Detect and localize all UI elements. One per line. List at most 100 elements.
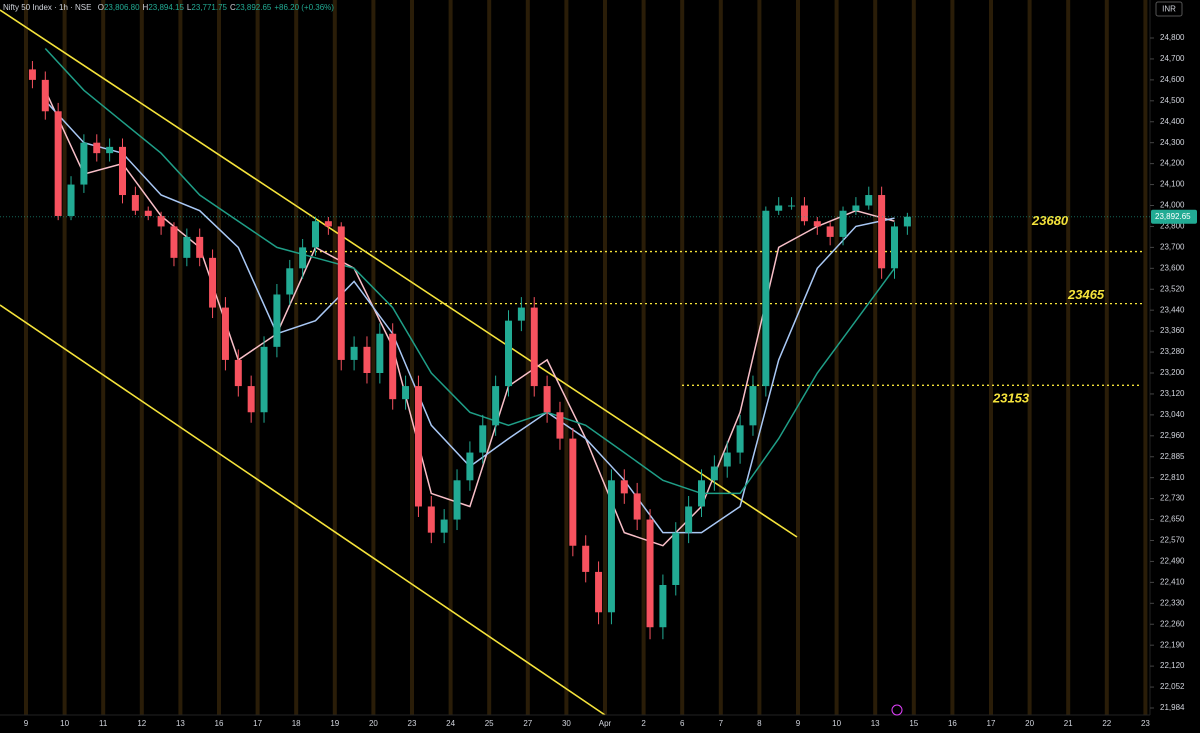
x-tick-label: Apr: [599, 719, 612, 728]
y-tick-label: 23,700: [1160, 242, 1185, 251]
y-tick-label: 24,200: [1160, 159, 1185, 168]
x-tick-label: 10: [832, 719, 841, 728]
candle-body: [800, 205, 808, 222]
candle-body: [620, 480, 628, 494]
candle-body: [119, 146, 126, 196]
candle-body: [813, 221, 821, 227]
y-tick-label: 22,120: [1160, 661, 1185, 670]
x-tick-label: 20: [369, 719, 378, 728]
symbol: Nifty 50 Index · 1h · NSE: [3, 3, 91, 12]
x-tick-label: 12: [137, 719, 146, 728]
last-price-label: 23,892.65: [1155, 212, 1191, 221]
candle-body: [723, 452, 731, 467]
candle-body: [607, 480, 615, 613]
moving-average: [44, 47, 896, 495]
session-band: [796, 0, 800, 715]
candle-body: [234, 359, 242, 387]
x-tick-label: 27: [523, 719, 532, 728]
session-band: [178, 0, 183, 715]
channel-upper: [0, 9, 798, 538]
y-tick-label: 24,300: [1160, 138, 1185, 147]
candle-body: [93, 142, 101, 154]
candle-body: [376, 333, 384, 373]
candle-body: [157, 215, 165, 227]
x-tick-label: 17: [987, 719, 996, 728]
currency[interactable]: INR: [1162, 5, 1176, 14]
x-tick-label: 2: [641, 719, 646, 728]
ohlc-value: 23,771.75: [191, 3, 227, 12]
session-band: [757, 0, 762, 715]
candle-body: [170, 226, 178, 258]
candle-body: [775, 205, 783, 211]
candle-body: [183, 236, 191, 258]
x-tick-label: 30: [562, 719, 571, 728]
candle-body: [389, 333, 397, 400]
candle-body: [685, 506, 693, 533]
session-band: [989, 0, 993, 715]
candle-body: [569, 438, 577, 546]
session-band: [371, 0, 376, 715]
x-tick-label: 24: [446, 719, 455, 728]
session-band: [525, 0, 530, 715]
candle-body: [762, 210, 770, 387]
candle-body: [466, 452, 474, 481]
y-tick-label: 24,100: [1160, 180, 1185, 189]
candle-body: [556, 412, 564, 439]
ohlc-key: H: [143, 3, 149, 12]
y-tick-label: 22,885: [1160, 452, 1185, 461]
candle-body: [891, 226, 898, 269]
y-tick-label: 24,700: [1160, 54, 1185, 63]
candle-body: [196, 236, 204, 258]
session-band: [217, 0, 221, 715]
candle-body: [646, 519, 654, 628]
candle-body: [736, 425, 744, 453]
y-tick-label: 22,650: [1160, 515, 1185, 524]
candle-body: [492, 386, 500, 426]
ohlc-value: 23,806.80: [104, 3, 140, 12]
x-tick-label: 9: [24, 719, 29, 728]
change: +86.20 (+0.36%): [274, 3, 334, 12]
replay-icon[interactable]: [891, 704, 903, 716]
session-band: [410, 0, 414, 715]
candle-body: [106, 146, 114, 154]
candle-body: [698, 480, 705, 507]
y-tick-label: 23,520: [1160, 284, 1185, 293]
ohlc-key: C: [230, 3, 236, 12]
candle-body: [505, 320, 512, 387]
candle-body: [543, 386, 551, 413]
y-tick-label: 22,730: [1160, 494, 1185, 503]
candle-body: [247, 386, 255, 413]
level-label: 23153: [992, 391, 1030, 406]
candle-body: [479, 425, 487, 453]
candle-body: [659, 584, 667, 628]
candle-body: [788, 205, 796, 207]
currency-box[interactable]: [1155, 1, 1183, 17]
candle-body: [54, 111, 62, 216]
y-tick-label: 23,120: [1160, 389, 1185, 398]
session-band: [487, 0, 492, 715]
session-band: [24, 0, 28, 715]
x-tick-label: 13: [871, 719, 880, 728]
session-band: [255, 0, 260, 715]
y-tick-label: 22,190: [1160, 640, 1185, 649]
y-tick-label: 22,960: [1160, 431, 1185, 440]
candle-body: [839, 210, 847, 237]
session-bands: [24, 0, 1148, 715]
y-tick-label: 24,000: [1160, 201, 1185, 210]
x-tick-label: 17: [253, 719, 262, 728]
candle-body: [337, 226, 345, 360]
y-tick-label: 22,490: [1160, 557, 1185, 566]
session-band: [680, 0, 685, 715]
y-tick-label: 22,052: [1160, 682, 1185, 691]
candle-body: [878, 195, 886, 269]
ohlc-value: 23,892.65: [236, 3, 272, 12]
candle-body: [144, 210, 152, 216]
session-band: [1104, 0, 1109, 715]
session-band: [62, 0, 67, 715]
y-tick-label: 23,440: [1160, 305, 1185, 314]
y-tick-label: 23,200: [1160, 368, 1185, 377]
candle-body: [826, 226, 834, 237]
x-tick-label: 22: [1102, 719, 1111, 728]
x-tick-label: 10: [60, 719, 69, 728]
session-band: [834, 0, 839, 715]
